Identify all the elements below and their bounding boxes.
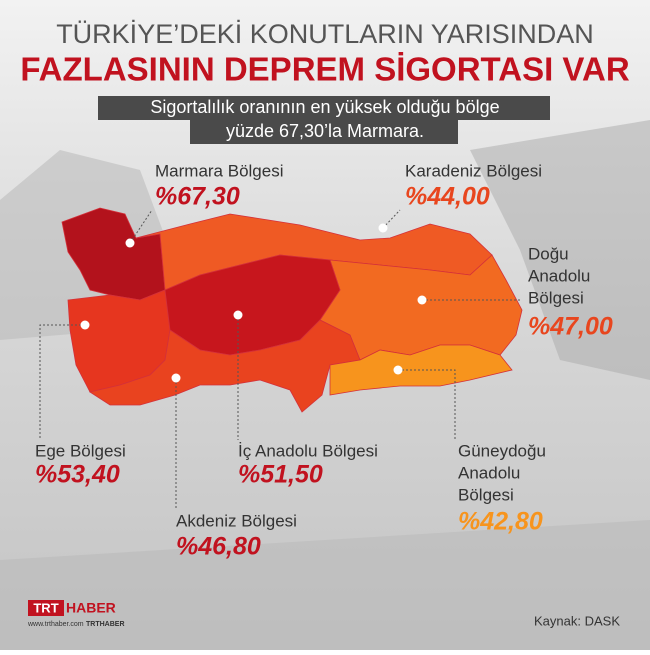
logo-haber: HABER xyxy=(66,600,116,616)
region-name: Marmara Bölgesi xyxy=(155,161,284,180)
map xyxy=(61,207,523,413)
region-name: Bölgesi xyxy=(458,485,514,504)
website: www.trthaber.com xyxy=(27,621,84,628)
region-name: Anadolu xyxy=(458,463,520,482)
region-name: Bölgesi xyxy=(528,288,584,307)
subtitle-box xyxy=(98,96,550,120)
region-value: %46,80 xyxy=(176,533,261,561)
leader-line xyxy=(398,369,456,440)
background-ground xyxy=(0,520,650,650)
region xyxy=(329,344,513,396)
region-dot xyxy=(417,295,427,305)
region-value: %47,00 xyxy=(528,313,613,341)
labels: Marmara Bölgesi %67,30 Karadeniz Bölgesi %4… xyxy=(35,161,613,560)
region-dot xyxy=(80,320,90,330)
region-dot xyxy=(233,310,243,320)
region-value: %42,80 xyxy=(458,508,543,536)
region-name: Ege Bölgesi xyxy=(35,441,126,460)
region-value: %51,50 xyxy=(238,461,323,489)
title: TÜRKİYE’DEKİ KONUTLARIN YARISINDAN xyxy=(56,18,594,49)
region-name: Güneydoğu xyxy=(458,441,546,460)
subtitle-box xyxy=(190,120,458,144)
region-value: %53,40 xyxy=(35,461,120,489)
region-name: İç Anadolu Bölgesi xyxy=(238,441,378,460)
region-dot xyxy=(125,238,135,248)
leader-line xyxy=(39,324,85,440)
background-ruin xyxy=(470,120,650,380)
region-dot xyxy=(378,223,388,233)
logo-trt: TRT xyxy=(33,600,58,615)
social: TRTHABER xyxy=(86,621,125,628)
title-emphasis: FAZLASININ DEPREM SİGORTASI VAR xyxy=(20,51,629,88)
region-value: %44,00 xyxy=(405,183,490,211)
region-name: Karadeniz Bölgesi xyxy=(405,161,542,180)
subtitle: Sigortalılık oranının en yüksek olduğu b… xyxy=(150,97,499,117)
region-dot xyxy=(393,365,403,375)
region-name: Doğu xyxy=(528,244,569,263)
region-value: %67,30 xyxy=(155,183,240,211)
leader-line xyxy=(129,209,153,244)
region-name: Akdeniz Bölgesi xyxy=(176,511,297,530)
logo-box xyxy=(28,600,64,616)
region-name: Anadolu xyxy=(528,266,590,285)
subtitle: yüzde 67,30’la Marmara. xyxy=(226,121,424,141)
region-dot xyxy=(171,373,181,383)
source: Kaynak: DASK xyxy=(534,613,620,628)
